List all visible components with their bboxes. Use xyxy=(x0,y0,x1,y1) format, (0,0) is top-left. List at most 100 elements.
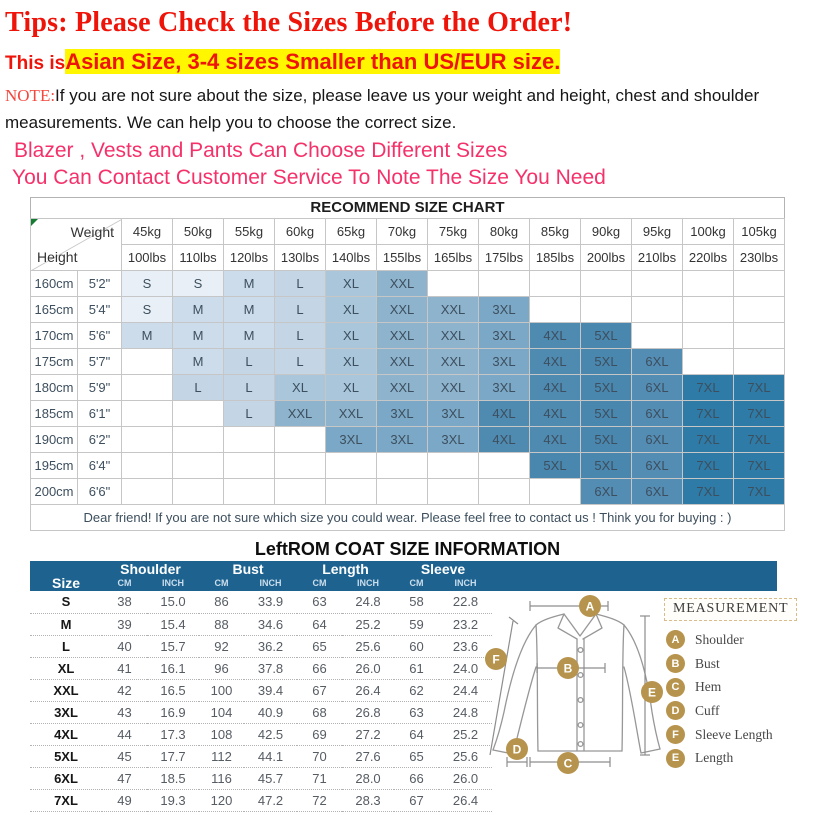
coat-value-cell: 68 xyxy=(297,701,343,724)
badge-a-icon xyxy=(579,595,601,617)
empty-cell xyxy=(427,270,479,297)
weight-lbs-header: 230lbs xyxy=(733,244,785,271)
size-cell: 5XL xyxy=(580,374,632,401)
height-cm-cell: 190cm xyxy=(30,426,78,453)
coat-value-cell: 67 xyxy=(297,679,343,702)
coat-size-table: Size Shoulder Bust Length Sleeve CM INCH CM IN… xyxy=(30,561,493,812)
asian-size-prefix: This is xyxy=(5,53,66,74)
coat-value-cell: 65 xyxy=(297,635,343,658)
size-cell: M xyxy=(223,296,275,323)
weight-kg-header: 95kg xyxy=(631,218,683,245)
coat-value-cell: 62 xyxy=(394,679,440,702)
coat-value-cell: 28.3 xyxy=(342,789,395,812)
coat-value-cell: 17.7 xyxy=(147,745,200,768)
size-cell: 4XL xyxy=(529,348,581,375)
height-ft-cell: 6'6" xyxy=(77,478,122,505)
weight-lbs-header: 140lbs xyxy=(325,244,377,271)
size-cell: 7XL xyxy=(682,426,734,453)
coat-value-cell: 16.1 xyxy=(147,657,200,680)
size-cell: M xyxy=(172,348,224,375)
empty-cell xyxy=(121,452,173,479)
coat-value-cell: 69 xyxy=(297,723,343,746)
coat-value-cell: 44.1 xyxy=(244,745,298,768)
size-cell: L xyxy=(274,270,326,297)
size-cell: 5XL xyxy=(580,452,632,479)
coat-value-cell: 86 xyxy=(199,591,245,614)
size-cell: 3XL xyxy=(478,348,530,375)
page-title: Tips: Please Check the Sizes Before the … xyxy=(5,7,573,38)
chart-footer-row: Dear friend! If you are not sure which s… xyxy=(30,504,785,531)
coat-value-cell: 26.0 xyxy=(439,767,493,790)
size-cell: 5XL xyxy=(580,348,632,375)
header-banner: Tips: Please Check the Sizes Before the … xyxy=(0,7,815,190)
size-cell: S xyxy=(121,270,173,297)
size-cell: S xyxy=(172,270,224,297)
coat-value-cell: 39 xyxy=(102,613,147,636)
coat-value-cell: 70 xyxy=(297,745,343,768)
size-cell: XXL xyxy=(376,348,428,375)
coat-value-cell: 60 xyxy=(394,635,440,658)
weight-lbs-header: 200lbs xyxy=(580,244,632,271)
badge-b-icon xyxy=(557,657,579,679)
corner-weight-label: Weight xyxy=(70,224,114,240)
size-cell: 7XL xyxy=(733,452,785,479)
weight-height-corner-cell: Weight Height xyxy=(30,218,122,271)
coat-value-cell: 92 xyxy=(199,635,245,658)
legend-label: Hem xyxy=(695,679,722,695)
legend-label: Cuff xyxy=(695,702,720,718)
coat-group-header: Length xyxy=(322,561,369,577)
badge-e-letter: E xyxy=(648,686,656,700)
coat-value-cell: 100 xyxy=(199,679,245,702)
coat-value-cell: 120 xyxy=(199,789,245,812)
chart-row: 170cm 5'6" M M M L XL XXL XXL 3XL 4XL 5XL xyxy=(30,322,785,349)
size-cell: 4XL xyxy=(529,374,581,401)
height-ft-cell: 5'2" xyxy=(77,270,122,297)
height-cm-cell: 200cm xyxy=(30,478,78,505)
empty-cell xyxy=(427,452,479,479)
empty-cell xyxy=(478,478,530,505)
empty-cell xyxy=(631,322,683,349)
size-cell: 5XL xyxy=(580,426,632,453)
blazer-note: Blazer , Vests and Pants Can Choose Diff… xyxy=(14,139,508,162)
size-cell: XXL xyxy=(427,348,479,375)
empty-cell xyxy=(121,478,173,505)
legend-label: Length xyxy=(695,750,734,766)
coat-size-cell: 7XL xyxy=(30,789,102,812)
size-column-header: Size xyxy=(51,575,80,591)
coat-value-cell: 24.8 xyxy=(439,701,493,724)
size-cell: XXL xyxy=(274,400,326,427)
empty-cell xyxy=(733,270,785,297)
chart-row: 185cm 6'1" L XXL XXL 3XL 3XL 4XL 4XL 5XL 6XL 7XL 7XL xyxy=(30,400,785,427)
legend-item: B Bust xyxy=(666,652,773,676)
height-ft-cell: 5'4" xyxy=(77,296,122,323)
coat-value-cell: 25.2 xyxy=(439,723,493,746)
empty-cell xyxy=(682,296,734,323)
coat-size-title: LeftROM COAT SIZE INFORMATION xyxy=(254,539,561,559)
badge-d-letter: D xyxy=(513,743,522,757)
size-cell: M xyxy=(172,296,224,323)
empty-cell xyxy=(733,348,785,375)
weight-kg-header: 65kg xyxy=(325,218,377,245)
size-chart-title: RECOMMEND SIZE CHART xyxy=(30,197,785,218)
empty-cell xyxy=(121,400,173,427)
badge-a-letter: A xyxy=(586,600,595,614)
size-cell: XL xyxy=(274,374,326,401)
coat-value-cell: 59 xyxy=(394,613,440,636)
coat-value-cell: 15.0 xyxy=(147,591,200,614)
size-cell: XL xyxy=(325,322,377,349)
empty-cell xyxy=(631,270,683,297)
empty-cell xyxy=(682,270,734,297)
coat-row: S 38 15.0 86 33.9 63 24.8 58 22.8 xyxy=(30,591,493,614)
coat-value-cell: 25.2 xyxy=(342,613,395,636)
coat-value-cell: 67 xyxy=(394,789,440,812)
size-cell: 4XL xyxy=(529,322,581,349)
size-cell: 7XL xyxy=(733,400,785,427)
coat-size-cell: S xyxy=(30,591,102,614)
note-label: NOTE: xyxy=(5,86,56,105)
weight-kg-header: 90kg xyxy=(580,218,632,245)
coat-value-cell: 26.0 xyxy=(342,657,395,680)
measurement-box-title: MEASUREMENT xyxy=(664,598,798,621)
chart-row: 160cm 5'2" S S M L XL XXL xyxy=(30,270,785,297)
coat-value-cell: 41 xyxy=(102,657,147,680)
empty-cell xyxy=(172,478,224,505)
